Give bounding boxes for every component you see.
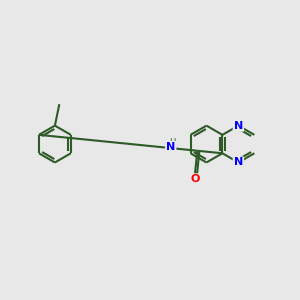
- Text: N: N: [234, 158, 243, 167]
- Text: H: H: [169, 138, 175, 147]
- Text: N: N: [234, 121, 243, 130]
- Text: O: O: [190, 174, 200, 184]
- Text: N: N: [166, 142, 175, 152]
